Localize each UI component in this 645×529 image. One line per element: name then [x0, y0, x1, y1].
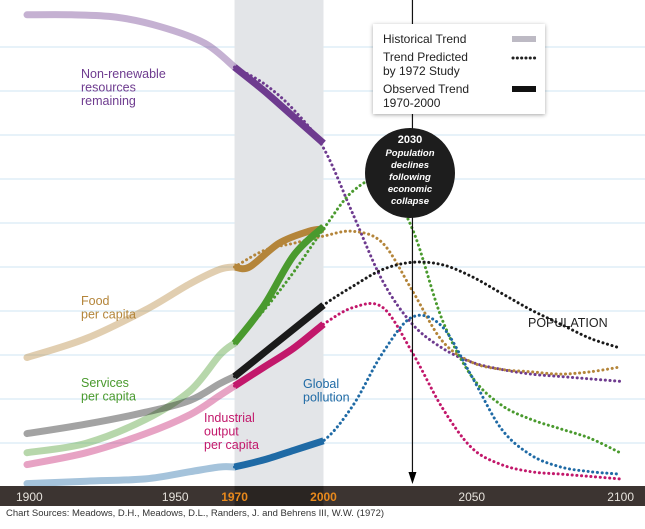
nonrenewable-predicted-line: [233, 65, 622, 383]
callout-line: following: [389, 172, 431, 183]
pollution-label: pollution: [303, 391, 350, 405]
series-services: [23, 177, 622, 457]
pollution-historical-line: [23, 463, 238, 488]
chart-source: Chart Sources: Meadows, D.H., Meadows, D…: [6, 508, 385, 519]
x-tick-label-1900: 1900: [16, 490, 43, 504]
pollution-label: Global: [303, 377, 339, 391]
callout-year: 2030: [397, 134, 423, 146]
industrial-label: output: [204, 425, 239, 439]
x-tick-label-2050: 2050: [458, 490, 485, 504]
series-layer: [23, 11, 622, 488]
x-tick-label-1970: 1970: [221, 490, 248, 504]
axis-highlight-band: [234, 486, 324, 506]
series-population: [23, 260, 622, 438]
callout-line: Population: [385, 148, 435, 159]
population-label: POPULATION: [528, 316, 608, 330]
services-label: Services: [81, 376, 129, 390]
x-tick-label-1950: 1950: [162, 490, 189, 504]
services-label: per capita: [81, 390, 136, 404]
callout-text: Population declines following economic c…: [375, 148, 445, 208]
services-historical-line: [23, 339, 238, 457]
industrial-observed-line: [232, 321, 326, 389]
nonrenewable-label: Non-renewable: [81, 67, 166, 81]
callout-line: economic: [387, 184, 433, 195]
callout-line: collapse: [390, 196, 430, 207]
population-historical-line: [23, 373, 238, 438]
services-observed-line: [231, 224, 326, 346]
legend-historical-label: Historical Trend: [383, 32, 467, 46]
pollution-predicted-line: [233, 313, 622, 476]
x-tick-label-2000: 2000: [310, 490, 337, 504]
nonrenewable-observed-line: [232, 64, 326, 146]
nonrenewable-label: resources: [81, 81, 136, 95]
services-predicted-line: [233, 177, 622, 455]
series-pollution: [23, 313, 622, 488]
population-observed-line: [232, 302, 326, 380]
nonrenewable-historical-line: [23, 11, 238, 71]
industrial-label: Industrial: [204, 411, 255, 425]
marker-arrowhead: [408, 472, 417, 484]
industrial-label: per capita: [204, 438, 259, 452]
legend: Historical Trend Trend Predicted by 1972…: [373, 24, 545, 114]
callout-line: declines: [390, 160, 430, 171]
legend-predicted-label-1: Trend Predicted: [383, 50, 468, 64]
population-callout: 2030 Population declines following econo…: [365, 128, 455, 218]
legend-observed-swatch: [512, 86, 536, 92]
legend-observed-label-1: Observed Trend: [383, 82, 470, 96]
food-historical-line: [23, 263, 238, 361]
x-tick-label-2100: 2100: [607, 490, 634, 504]
pollution-observed-line: [233, 437, 325, 471]
industrial-historical-line: [23, 382, 238, 469]
food-label: per capita: [81, 308, 136, 322]
legend-predicted-swatch: [511, 56, 539, 60]
legend-predicted-label-2: by 1972 Study: [383, 64, 460, 78]
legend-observed-label-2: 1970-2000: [383, 96, 441, 110]
series-nonrenewable: [23, 11, 622, 383]
food-label: Food: [81, 294, 110, 308]
series-industrial: [23, 301, 622, 481]
nonrenewable-label: remaining: [81, 94, 136, 108]
x-axis-ticks: 1900 1950 1970 2000 2050 2100: [16, 486, 634, 506]
legend-historical-swatch: [512, 36, 536, 42]
